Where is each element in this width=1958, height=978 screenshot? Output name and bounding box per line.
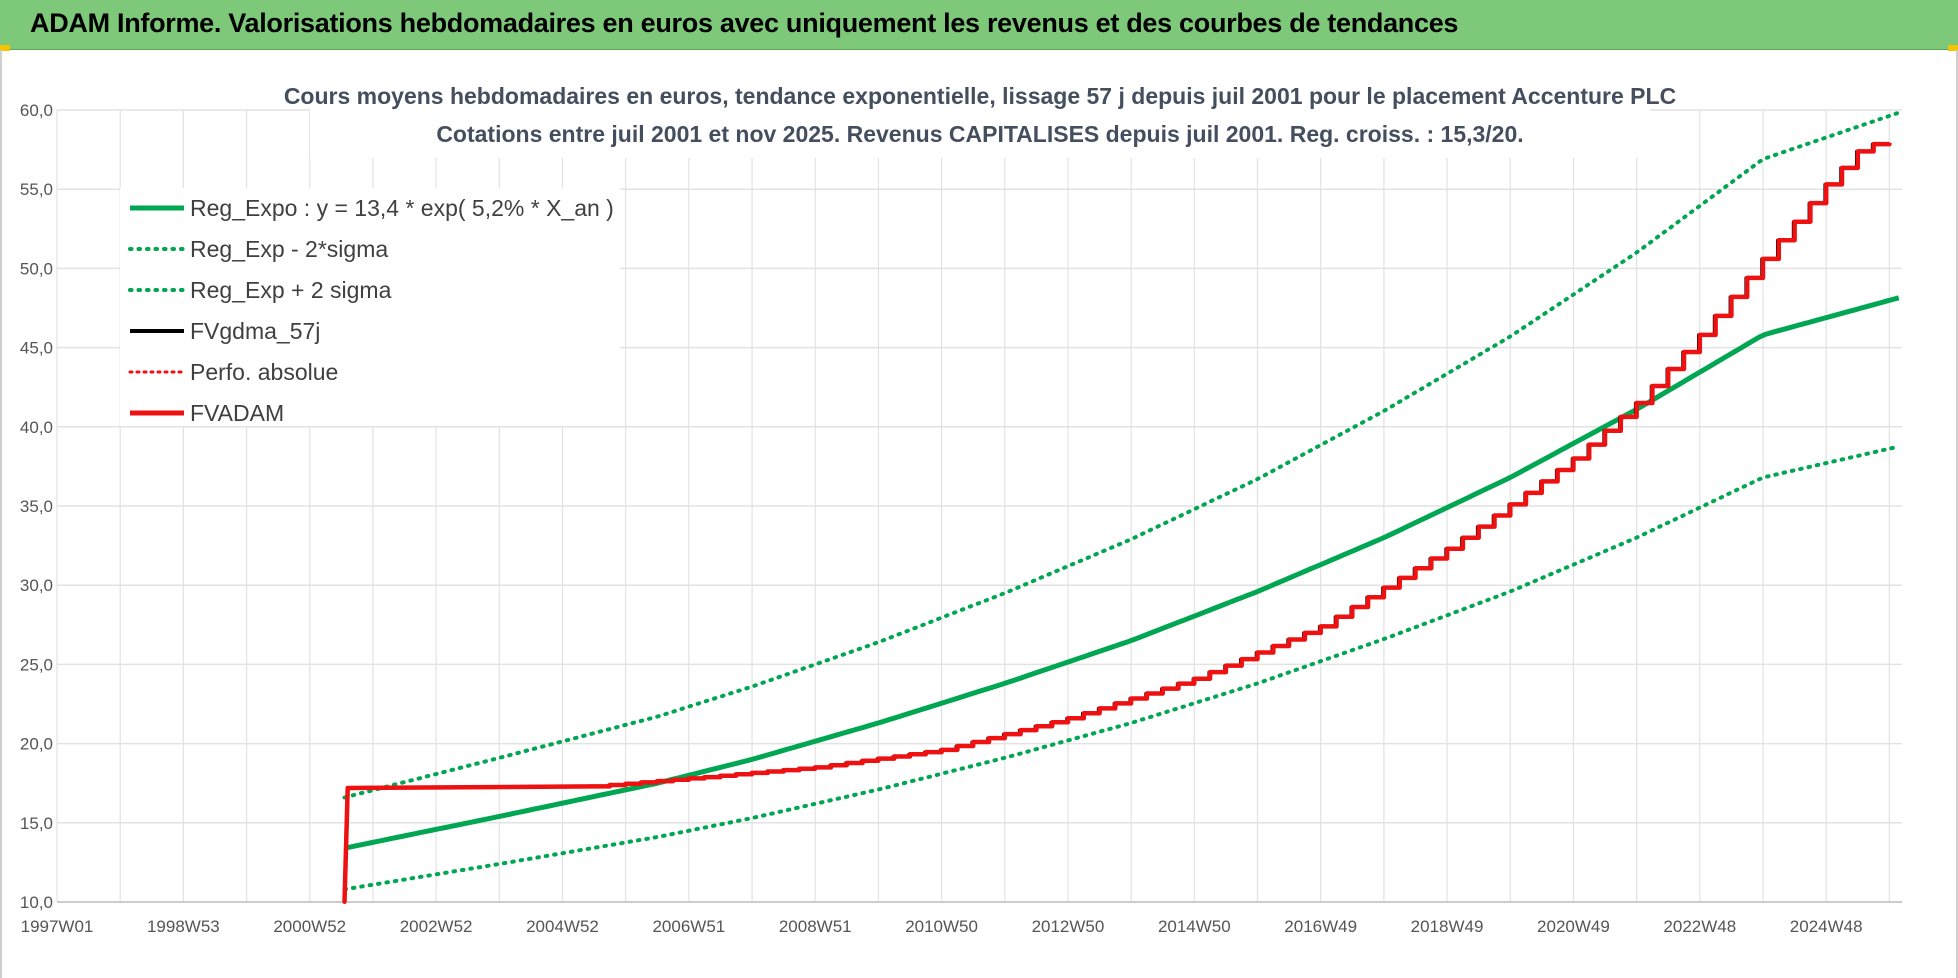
x-tick-label: 2004W52	[526, 917, 599, 936]
x-tick-label: 2002W52	[400, 917, 473, 936]
y-tick-label: 40,0	[20, 418, 53, 437]
chart-frame	[0, 50, 1958, 978]
chart-title: Cours moyens hebdomadaires en euros, ten…	[284, 83, 1676, 109]
x-tick-label: 2012W50	[1032, 917, 1105, 936]
x-tick-label: 2016W49	[1284, 917, 1357, 936]
header-bar: ADAM Informe. Valorisations hebdomadaire…	[0, 0, 1958, 50]
y-tick-label: 20,0	[20, 735, 53, 754]
x-tick-label: 2006W51	[652, 917, 725, 936]
x-tick-label: 2018W49	[1411, 917, 1484, 936]
x-tick-label: 2022W48	[1663, 917, 1736, 936]
legend-label: Reg_Exp + 2 sigma	[190, 277, 392, 303]
series-line-1	[342, 444, 1901, 892]
x-tick-label: 2008W51	[779, 917, 852, 936]
series-line-0	[344, 295, 1900, 851]
legend-label: Reg_Expo : y = 13,4 * exp( 5,2% * X_an )	[190, 195, 614, 221]
series-line-2	[342, 110, 1901, 800]
x-tick-label: 2014W50	[1158, 917, 1231, 936]
legend-background	[120, 188, 620, 426]
y-tick-label: 35,0	[20, 497, 53, 516]
y-tick-label: 50,0	[20, 259, 53, 278]
series-line-5	[342, 141, 1892, 903]
x-tick-label: 2020W49	[1537, 917, 1610, 936]
y-tick-label: 60,0	[20, 101, 53, 120]
page-title: ADAM Informe. Valorisations hebdomadaire…	[30, 8, 1459, 38]
y-tick-label: 45,0	[20, 339, 53, 358]
corner-mark-left	[0, 45, 10, 51]
chart-subtitle: Cotations entre juil 2001 et nov 2025. R…	[436, 121, 1523, 147]
y-tick-label: 15,0	[20, 814, 53, 833]
corner-mark-right	[1948, 45, 1958, 51]
axes: 10,0 15,0 20,0 25,0 30,0 35,0 40,0 45,0 50,0 55,0…	[20, 101, 1902, 936]
legend: Reg_Expo : y = 13,4 * exp( 5,2% * X_an )…	[120, 188, 620, 426]
legend-label: Perfo. absolue	[190, 359, 338, 385]
x-tick-label: 1997W01	[21, 917, 94, 936]
series-layer	[342, 110, 1901, 904]
legend-label: FVgdma_57j	[190, 318, 320, 344]
x-tick-label: 1998W53	[147, 917, 220, 936]
title-background	[310, 78, 1650, 158]
x-tick-label: 2010W50	[905, 917, 978, 936]
y-tick-label: 55,0	[20, 180, 53, 199]
y-tick-label: 25,0	[20, 655, 53, 674]
legend-label: Reg_Exp - 2*sigma	[190, 236, 388, 262]
x-tick-label: 2000W52	[273, 917, 346, 936]
x-tick-label: 2024W48	[1790, 917, 1863, 936]
y-tick-label: 10,0	[20, 893, 53, 912]
legend-label: FVADAM	[190, 400, 284, 426]
y-tick-label: 30,0	[20, 576, 53, 595]
